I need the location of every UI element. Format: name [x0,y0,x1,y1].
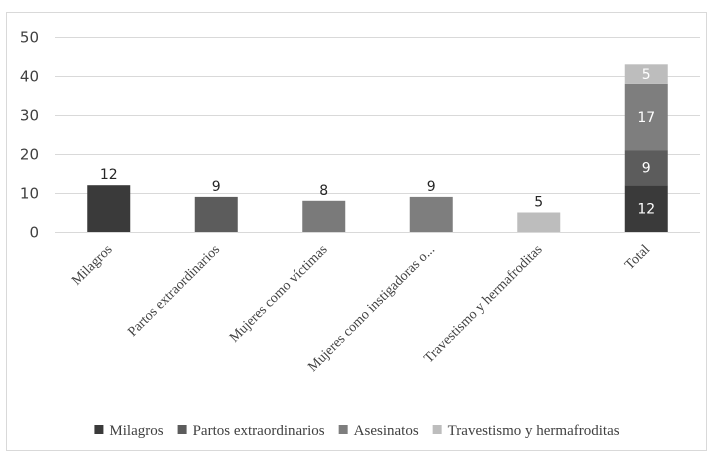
legend-label: Partos extraordinarios [193,423,325,439]
legend-label: Milagros [109,423,163,439]
bar-mujeres-como-v-ctimas [302,200,346,232]
legend-label: Travestismo y hermafroditas [448,423,620,439]
y-tick-label: 10 [20,185,39,203]
bar-mujeres-como-instigadoras-o [409,196,453,232]
data-label: 12 [100,167,118,183]
data-label: 9 [212,179,221,195]
legend-swatch [177,425,187,434]
total-segment-label: 9 [642,161,651,177]
bar-milagros [87,185,131,232]
bars [87,64,668,232]
legend-swatch [94,425,104,434]
total-segment-label: 17 [637,110,655,126]
bar-travestismo-y-hermafroditas [517,212,561,232]
data-label: 9 [427,179,436,195]
total-segment-partos-extraordinarios [624,150,668,186]
legend-swatch [338,425,348,434]
data-label: 5 [534,195,543,211]
legend-item: Partos extraordinarios [177,423,325,439]
y-tick-label: 0 [29,224,39,242]
data-labels: 12 9 8 9 5 12 9 17 5 [100,67,655,218]
total-segment-travestismo-y-hermafroditas [624,64,668,84]
legend-item: Travestismo y hermafroditas [432,423,620,439]
total-segment-label: 5 [642,67,651,83]
legend: Milagros Partos extraordinarios Asesinatos… [94,423,620,439]
data-label: 8 [319,183,328,199]
gridlines [55,37,700,233]
y-tick-label: 40 [20,68,39,86]
bar-partos-extraordinarios [194,196,238,232]
legend-item: Milagros [94,423,164,439]
y-tick-label: 50 [20,29,39,47]
legend-label: Asesinatos [354,423,419,439]
y-tick-label: 30 [20,107,39,125]
total-segment-milagros [624,185,668,232]
y-tick-label: 20 [20,146,39,164]
total-segment-asesinatos [624,83,668,151]
legend-swatch [432,425,442,434]
y-axis-ticks: 0 10 20 30 40 50 [20,29,39,242]
legend-item: Asesinatos [338,423,419,439]
total-segment-label: 12 [637,202,655,218]
